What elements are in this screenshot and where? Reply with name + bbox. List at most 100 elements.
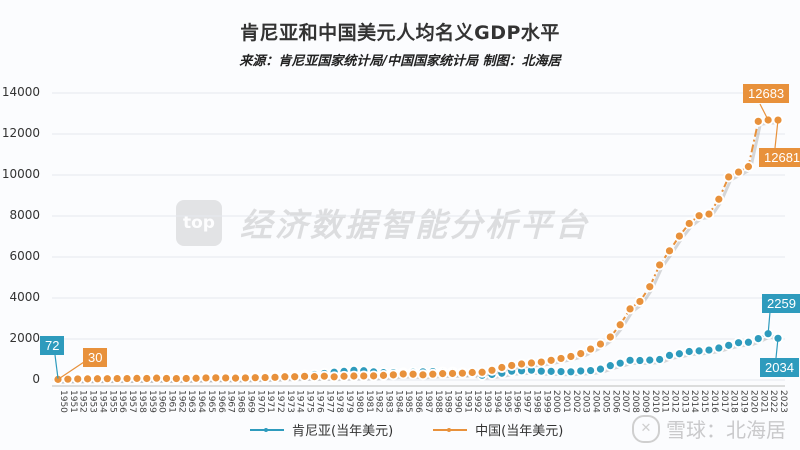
svg-text:1979: 1979 (344, 390, 354, 413)
china-peak-callout: 12683 (743, 84, 790, 103)
chart-legend: 肯尼亚(当年美元) 中国(当年美元) (250, 420, 563, 439)
kenya-end-callout: 2034 (760, 358, 799, 377)
svg-text:1950: 1950 (58, 390, 68, 413)
svg-text:2017: 2017 (719, 390, 729, 413)
svg-text:1965: 1965 (206, 390, 216, 413)
chart-title: 肯尼亚和中国美元人均名义GDP水平 (240, 22, 560, 44)
svg-text:1989: 1989 (443, 390, 453, 413)
svg-text:1998: 1998 (531, 390, 541, 413)
svg-text:1996: 1996 (512, 390, 522, 413)
legend-label-kenya: 肯尼亚(当年美元) (292, 424, 394, 439)
china-line-swatch-icon (433, 427, 468, 432)
svg-text:1986: 1986 (413, 390, 423, 413)
svg-text:2020: 2020 (748, 390, 758, 413)
y-tick-label: 14000 (1, 85, 40, 99)
svg-text:1956: 1956 (117, 390, 127, 413)
svg-text:1993: 1993 (482, 390, 492, 413)
svg-text:2000: 2000 (551, 390, 561, 413)
y-tick-label: 12000 (1, 126, 40, 140)
svg-text:1959: 1959 (147, 390, 157, 413)
svg-text:1953: 1953 (88, 390, 98, 413)
kenya-line-swatch-icon (250, 427, 284, 432)
svg-text:2002: 2002 (571, 390, 581, 413)
svg-text:1966: 1966 (216, 390, 226, 413)
svg-text:1995: 1995 (502, 390, 512, 413)
svg-text:2003: 2003 (581, 390, 591, 413)
y-tick-label: 6000 (9, 249, 40, 263)
svg-text:1967: 1967 (226, 390, 236, 413)
svg-text:1963: 1963 (186, 390, 196, 413)
svg-text:1973: 1973 (285, 390, 295, 413)
snowball-logo-icon: ✕ (632, 414, 660, 443)
watermark-logo-icon: top (176, 200, 222, 246)
svg-text:2004: 2004 (591, 390, 601, 413)
china-start-callout: 30 (83, 348, 108, 367)
credit-text: 雪球：北海居 (666, 418, 786, 442)
svg-text:1992: 1992 (472, 390, 482, 413)
svg-text:1991: 1991 (462, 390, 472, 413)
svg-text:1954: 1954 (97, 390, 107, 413)
svg-text:2018: 2018 (729, 390, 739, 413)
svg-text:2019: 2019 (739, 390, 749, 413)
svg-text:1988: 1988 (433, 390, 443, 413)
svg-text:1982: 1982 (374, 390, 384, 413)
svg-text:2011: 2011 (660, 390, 670, 413)
svg-text:1975: 1975 (305, 390, 315, 413)
svg-text:1997: 1997 (522, 390, 532, 413)
svg-text:1969: 1969 (245, 390, 255, 413)
y-tick-label: 4000 (9, 290, 40, 304)
credit-watermark: ✕ 雪球：北海居 (632, 414, 786, 443)
svg-text:2007: 2007 (620, 390, 630, 413)
svg-text:1964: 1964 (196, 390, 206, 413)
svg-text:1952: 1952 (78, 390, 88, 413)
y-tick-label: 0 (32, 372, 40, 386)
svg-text:2016: 2016 (709, 390, 719, 413)
svg-text:1985: 1985 (403, 390, 413, 413)
legend-item-kenya[interactable]: 肯尼亚(当年美元) (250, 420, 393, 439)
svg-text:2012: 2012 (670, 390, 680, 413)
svg-text:1958: 1958 (137, 390, 147, 413)
svg-text:2010: 2010 (650, 390, 660, 413)
svg-text:1994: 1994 (492, 390, 502, 413)
svg-text:1981: 1981 (364, 390, 374, 413)
china-end-callout: 12681 (759, 148, 800, 167)
y-tick-label: 8000 (9, 208, 40, 222)
svg-text:1957: 1957 (127, 390, 137, 413)
svg-text:2015: 2015 (699, 390, 709, 413)
svg-text:1984: 1984 (393, 390, 403, 413)
svg-text:1971: 1971 (265, 390, 275, 413)
svg-text:1999: 1999 (541, 390, 551, 413)
watermark-text: 经济数据智能分析平台 (240, 206, 591, 244)
svg-text:1962: 1962 (176, 390, 186, 413)
legend-label-china: 中国(当年美元) (475, 424, 564, 439)
svg-text:2021: 2021 (758, 390, 768, 413)
svg-text:1983: 1983 (383, 390, 393, 413)
svg-text:2008: 2008 (630, 390, 640, 413)
svg-text:1968: 1968 (236, 390, 246, 413)
svg-text:1961: 1961 (166, 390, 176, 413)
svg-text:1976: 1976 (314, 390, 324, 413)
kenya-peak-callout: 2259 (762, 294, 800, 313)
svg-text:1987: 1987 (423, 390, 433, 413)
svg-text:1970: 1970 (255, 390, 265, 413)
svg-text:1972: 1972 (275, 390, 285, 413)
kenya-start-callout: 72 (40, 336, 65, 355)
svg-text:1955: 1955 (107, 390, 117, 413)
svg-text:2023: 2023 (778, 390, 788, 413)
watermark: top 经济数据智能分析平台 (176, 200, 590, 246)
svg-text:2001: 2001 (561, 390, 571, 413)
svg-text:1960: 1960 (157, 390, 167, 413)
chart-subtitle: 来源：肯尼亚国家统计局/中国国家统计局 制图：北海居 (239, 54, 561, 69)
legend-item-china[interactable]: 中国(当年美元) (433, 420, 563, 439)
svg-text:1980: 1980 (354, 390, 364, 413)
svg-text:1990: 1990 (453, 390, 463, 413)
y-tick-label: 10000 (1, 167, 40, 181)
svg-text:2009: 2009 (640, 390, 650, 413)
svg-text:1974: 1974 (295, 390, 305, 413)
svg-text:1978: 1978 (334, 390, 344, 413)
svg-text:2006: 2006 (610, 390, 620, 413)
svg-text:2013: 2013 (679, 390, 689, 413)
svg-text:2022: 2022 (768, 390, 778, 413)
svg-text:1977: 1977 (324, 390, 334, 413)
